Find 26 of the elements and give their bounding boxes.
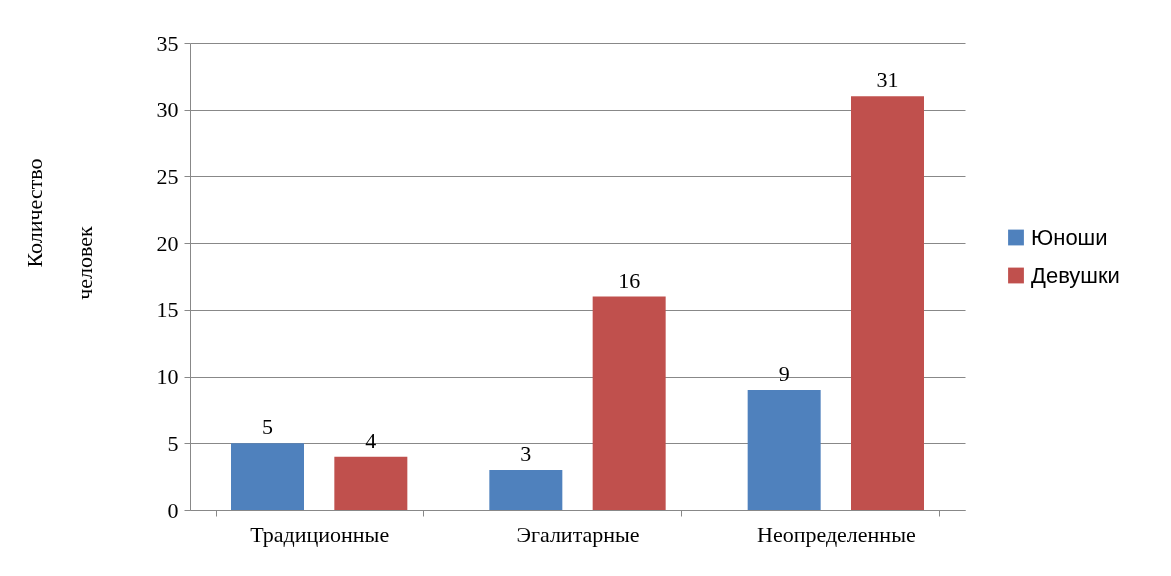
data-label: 3 [520,440,532,466]
y-tick-label: 10 [156,364,179,390]
bar [334,456,408,510]
y-axis-title: Количество человек [22,158,97,300]
y-tick-label: 20 [156,230,179,256]
y-tick-label: 25 [156,163,179,189]
x-tick-label: Неопределенные [756,521,916,547]
y-tick-label: 15 [156,297,179,323]
legend-label: Юноши [1031,224,1108,250]
bar [747,389,821,510]
data-label: 5 [262,414,273,440]
data-label: 16 [618,267,641,293]
y-tick-label: 35 [156,30,179,56]
data-label: 31 [876,67,899,93]
y-tick-label: 5 [167,430,179,456]
bar [592,296,666,510]
data-label: 4 [365,427,377,453]
x-tick-label: Эгалитарные [516,521,640,547]
bar [231,443,304,510]
x-tick-label: Традиционные [250,521,390,547]
y-tick-label: 30 [156,97,179,123]
y-tick-label: 0 [167,497,179,523]
legend-label: Девушки [1031,262,1120,288]
bar [489,469,563,510]
bar [851,96,924,510]
data-label: 9 [778,360,790,386]
